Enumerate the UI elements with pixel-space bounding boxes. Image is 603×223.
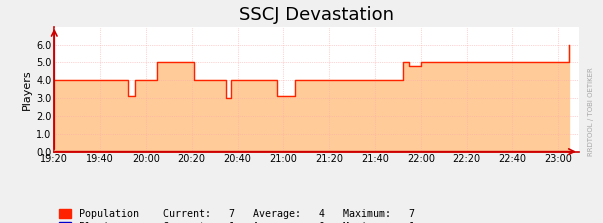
Text: RRDTOOL / TOBI OETIKER: RRDTOOL / TOBI OETIKER (588, 67, 594, 156)
Y-axis label: Players: Players (22, 69, 32, 109)
Title: SSCJ Devastation: SSCJ Devastation (239, 6, 394, 24)
Legend: Population    Current:   7   Average:   4   Maximum:   7, Playing       Current:: Population Current: 7 Average: 4 Maximum… (59, 209, 415, 223)
